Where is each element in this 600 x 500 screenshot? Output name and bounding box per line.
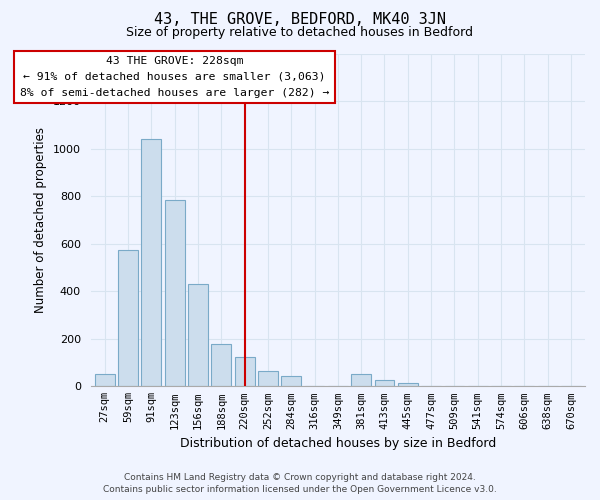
- Text: 43 THE GROVE: 228sqm
← 91% of detached houses are smaller (3,063)
8% of semi-det: 43 THE GROVE: 228sqm ← 91% of detached h…: [20, 56, 329, 98]
- Bar: [142, 140, 161, 386]
- Y-axis label: Number of detached properties: Number of detached properties: [34, 127, 47, 313]
- Bar: [258, 371, 278, 386]
- Bar: [351, 374, 371, 386]
- Text: 43, THE GROVE, BEDFORD, MK40 3JN: 43, THE GROVE, BEDFORD, MK40 3JN: [154, 12, 446, 28]
- Bar: [281, 376, 301, 386]
- Bar: [374, 380, 394, 386]
- Bar: [165, 200, 185, 386]
- Text: Contains HM Land Registry data © Crown copyright and database right 2024.
Contai: Contains HM Land Registry data © Crown c…: [103, 472, 497, 494]
- X-axis label: Distribution of detached houses by size in Bedford: Distribution of detached houses by size …: [180, 437, 496, 450]
- Bar: [398, 382, 418, 386]
- Text: Size of property relative to detached houses in Bedford: Size of property relative to detached ho…: [127, 26, 473, 39]
- Bar: [118, 250, 138, 386]
- Bar: [188, 284, 208, 386]
- Bar: [95, 374, 115, 386]
- Bar: [235, 356, 254, 386]
- Bar: [211, 344, 231, 386]
